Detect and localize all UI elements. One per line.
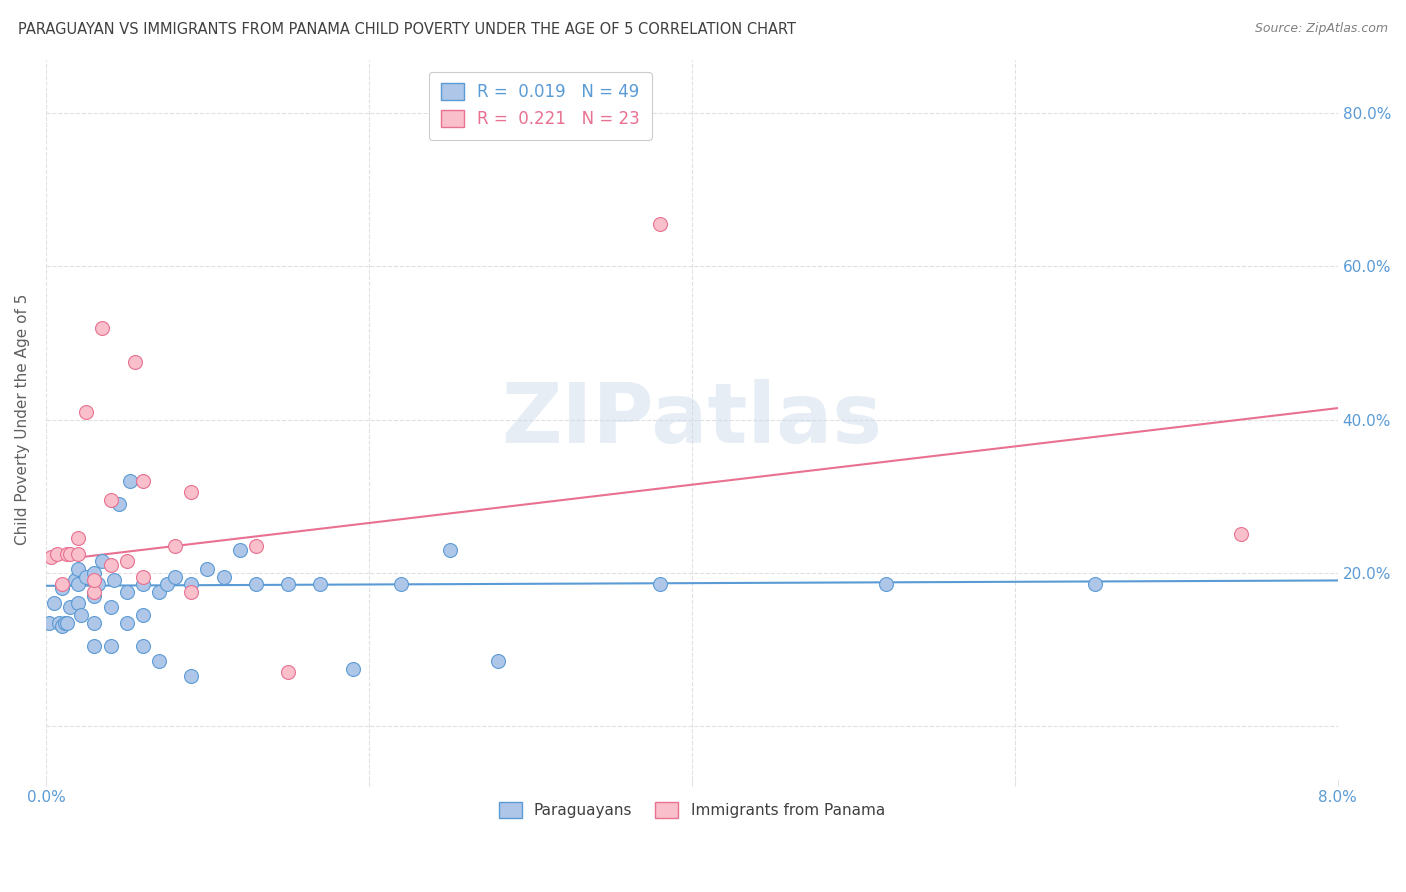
Point [103, 574, 125, 588]
Point [48, 615, 70, 630]
Point [124, 355, 146, 369]
Point [148, 654, 170, 668]
Point [132, 607, 155, 622]
Point [439, 542, 461, 557]
Point [51, 619, 73, 633]
Point [75, 405, 97, 419]
Point [59, 600, 82, 615]
Legend: Paraguayans, Immigrants from Panama: Paraguayans, Immigrants from Panama [491, 795, 893, 826]
Point [67, 562, 90, 576]
Point [83, 615, 105, 630]
Point [56, 547, 79, 561]
Point [156, 577, 179, 591]
Text: PARAGUAYAN VS IMMIGRANTS FROM PANAMA CHILD POVERTY UNDER THE AGE OF 5 CORRELATIO: PARAGUAYAN VS IMMIGRANTS FROM PANAMA CHI… [18, 22, 796, 37]
Point [389, 577, 412, 591]
Point [39, 550, 62, 565]
Point [486, 654, 509, 668]
Point [67, 596, 90, 610]
Point [148, 585, 170, 599]
Point [83, 585, 105, 599]
Point [70, 607, 93, 622]
Point [132, 639, 155, 653]
Point [83, 574, 105, 588]
Point [165, 539, 187, 553]
Point [1084, 577, 1107, 591]
Point [91, 554, 114, 568]
Point [75, 569, 97, 583]
Point [67, 532, 90, 546]
Point [56, 615, 79, 630]
Point [38, 615, 60, 630]
Point [107, 497, 129, 511]
Point [83, 589, 105, 603]
Point [100, 558, 122, 573]
Point [132, 577, 155, 591]
Point [83, 566, 105, 580]
Point [91, 320, 114, 334]
Point [165, 569, 187, 583]
Point [648, 217, 671, 231]
Point [277, 577, 299, 591]
Point [63, 574, 86, 588]
Point [83, 639, 105, 653]
Point [100, 600, 122, 615]
Point [100, 493, 122, 508]
Point [100, 639, 122, 653]
Point [180, 577, 202, 591]
Point [51, 581, 73, 595]
Point [212, 569, 235, 583]
Point [309, 577, 332, 591]
Point [648, 577, 671, 591]
Point [115, 615, 138, 630]
Point [67, 547, 90, 561]
Point [180, 485, 202, 500]
Point [115, 585, 138, 599]
Point [118, 474, 141, 488]
Point [228, 542, 250, 557]
Point [342, 661, 364, 675]
Point [180, 669, 202, 683]
Point [245, 539, 267, 553]
Point [46, 547, 69, 561]
Point [67, 577, 90, 591]
Point [1229, 527, 1251, 541]
Text: Source: ZipAtlas.com: Source: ZipAtlas.com [1254, 22, 1388, 36]
Point [42, 596, 65, 610]
Text: ZIPatlas: ZIPatlas [502, 379, 883, 460]
Point [115, 554, 138, 568]
Point [197, 562, 219, 576]
Point [536, 91, 558, 105]
Y-axis label: Child Poverty Under the Age of 5: Child Poverty Under the Age of 5 [15, 294, 30, 545]
Point [59, 547, 82, 561]
Point [132, 569, 155, 583]
Point [875, 577, 897, 591]
Point [180, 585, 202, 599]
Point [51, 577, 73, 591]
Point [53, 615, 76, 630]
Point [86, 577, 108, 591]
Point [132, 474, 155, 488]
Point [245, 577, 267, 591]
Point [277, 665, 299, 680]
